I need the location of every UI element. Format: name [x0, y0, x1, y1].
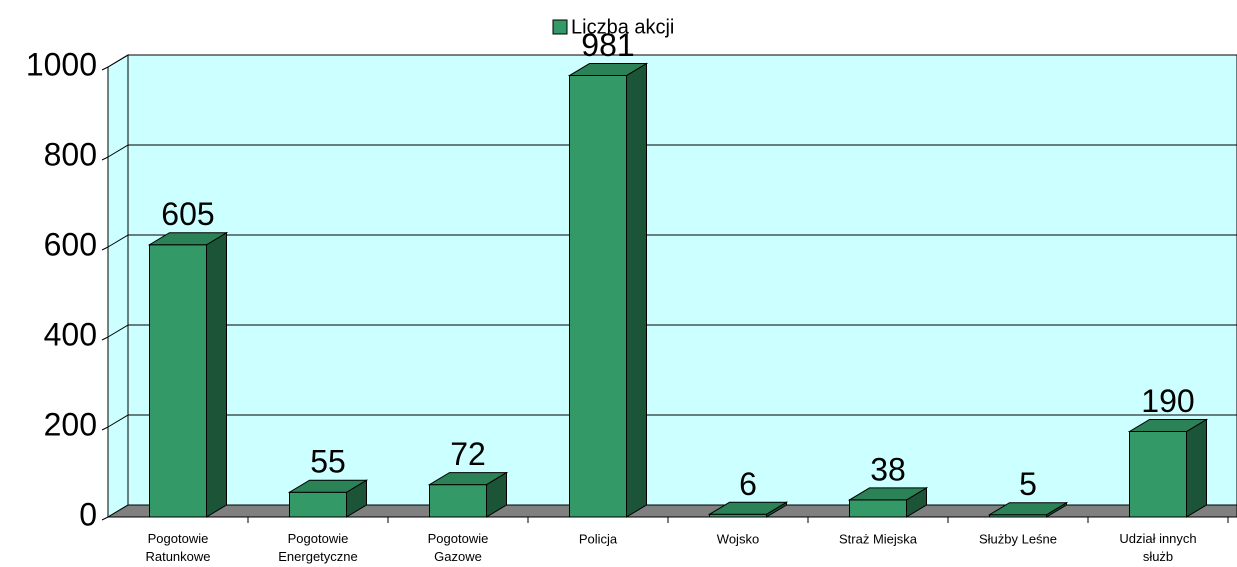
y-tick-label: 200: [44, 406, 97, 442]
bar: [567, 62, 649, 518]
data-label: 6: [739, 466, 757, 502]
bar: [707, 501, 789, 518]
grid-line: [107, 414, 129, 428]
bar-top: [567, 63, 649, 77]
legend-label: Liczba akcji: [571, 16, 674, 38]
grid-line: [107, 144, 129, 158]
x-tick-label: Pogotowie Energetyczne: [278, 531, 358, 564]
legend-swatch: [552, 19, 568, 35]
y-tick: [101, 426, 109, 431]
bar: [287, 479, 369, 518]
bar-front: [289, 491, 347, 518]
bar: [987, 501, 1069, 518]
y-tick-label: 400: [44, 316, 97, 352]
x-tick-label: Pogotowie Gazowe: [428, 531, 489, 564]
y-tick: [101, 516, 109, 521]
bar-front: [429, 484, 487, 518]
y-tick: [101, 66, 109, 71]
bar-side: [626, 62, 647, 518]
x-tick-label: Straż Miejska: [839, 531, 918, 546]
data-label: 981: [581, 27, 634, 63]
bar: [147, 231, 229, 518]
data-label: 190: [1141, 383, 1194, 419]
bar-top: [427, 472, 509, 486]
y-tick-label: 0: [79, 496, 97, 532]
x-tick-label: Służby Leśne: [979, 531, 1057, 546]
y-tick: [101, 336, 109, 341]
data-label: 5: [1019, 466, 1037, 502]
bar-top: [707, 501, 789, 515]
back-wall: [127, 54, 1237, 506]
legend: Liczba akcji: [552, 16, 674, 38]
x-tick-label: Policja: [579, 531, 618, 546]
bar-side: [1186, 418, 1207, 518]
grid-line: [107, 234, 129, 248]
bar-side: [206, 231, 227, 518]
y-tick: [101, 156, 109, 161]
bar-front: [1129, 431, 1187, 518]
bar-top: [987, 502, 1069, 516]
bar-top: [1127, 419, 1209, 432]
bar: [1127, 418, 1209, 518]
floor: [106, 504, 1237, 518]
y-tick-label: 800: [44, 136, 97, 172]
x-tick-label: Wojsko: [717, 531, 759, 546]
x-tick-label: Pogotowie Ratunkowe: [145, 531, 210, 564]
bar-front: [849, 499, 907, 518]
side-wall: [107, 54, 129, 518]
data-label: 605: [161, 196, 214, 232]
data-label: 72: [450, 436, 486, 472]
bar-top: [147, 232, 229, 246]
bar-front: [149, 244, 207, 518]
bar: [427, 471, 509, 518]
grid-line: [107, 324, 129, 338]
data-label: 38: [870, 451, 906, 487]
bar: [847, 487, 929, 518]
bar-front: [569, 75, 627, 518]
grid-line: [107, 54, 129, 68]
bar-top: [287, 479, 369, 493]
bar-top: [847, 487, 929, 501]
x-tick-label: Udział innych służb: [1119, 531, 1196, 564]
data-label: 55: [310, 444, 346, 480]
y-tick-label: 1000: [26, 46, 97, 82]
y-tick: [101, 246, 109, 251]
y-tick-label: 600: [44, 226, 97, 262]
